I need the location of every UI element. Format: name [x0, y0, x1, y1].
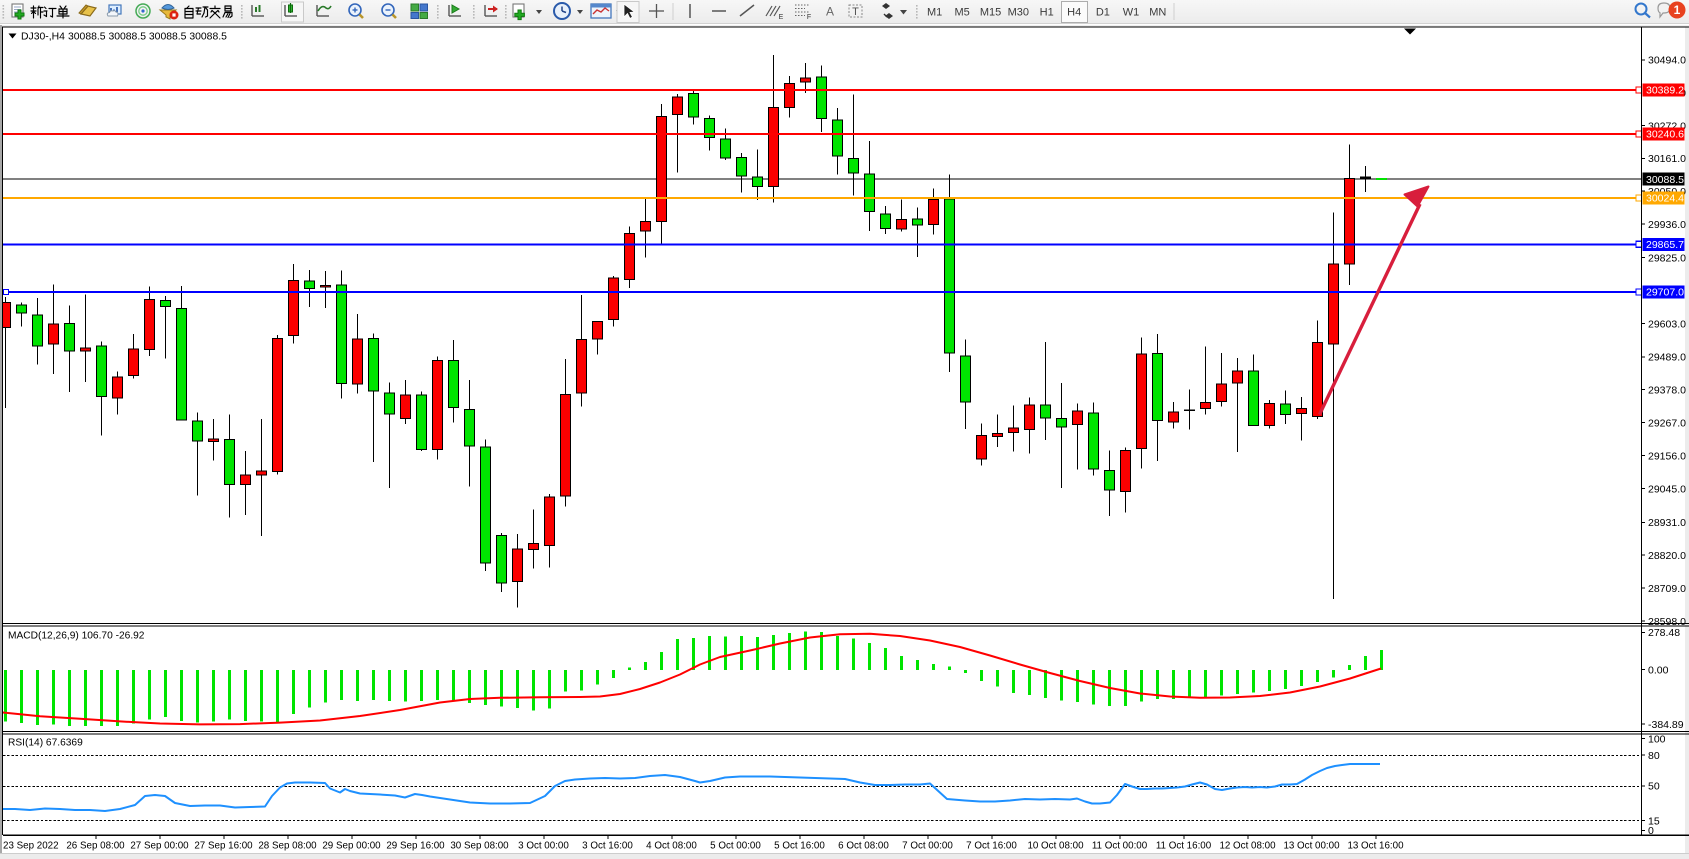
svg-text:7 Oct 16:00: 7 Oct 16:00: [966, 840, 1017, 851]
svg-text:-384.89: -384.89: [1648, 719, 1684, 731]
svg-text:M5: M5: [954, 6, 969, 18]
svg-text:50: 50: [1648, 781, 1660, 793]
svg-text:5 Oct 16:00: 5 Oct 16:00: [774, 840, 825, 851]
svg-text:0.00: 0.00: [1648, 664, 1669, 676]
svg-text:10 Oct 08:00: 10 Oct 08:00: [1027, 840, 1084, 851]
svg-text:F: F: [807, 14, 811, 21]
svg-text:W1: W1: [1123, 6, 1140, 18]
svg-text:27 Sep 16:00: 27 Sep 16:00: [194, 840, 253, 851]
svg-text:29156.0: 29156.0: [1648, 450, 1686, 462]
svg-text:30389.2: 30389.2: [1646, 85, 1684, 97]
svg-text:M1: M1: [927, 6, 942, 18]
svg-text:28598.0: 28598.0: [1648, 616, 1686, 628]
svg-text:30494.0: 30494.0: [1648, 55, 1686, 67]
svg-text:29 Sep 00:00: 29 Sep 00:00: [322, 840, 381, 851]
svg-text:DJ30-,H4: DJ30-,H4: [21, 32, 65, 43]
svg-text:29 Sep 16:00: 29 Sep 16:00: [386, 840, 445, 851]
svg-text:T: T: [852, 6, 859, 18]
svg-text:13 Oct 00:00: 13 Oct 00:00: [1283, 840, 1340, 851]
svg-text:30161.0: 30161.0: [1648, 153, 1686, 165]
svg-text:M30: M30: [1008, 6, 1029, 18]
svg-text:D1: D1: [1096, 6, 1110, 18]
svg-text:RSI(14) 67.6369: RSI(14) 67.6369: [8, 738, 83, 749]
svg-text:30024.4: 30024.4: [1646, 193, 1684, 205]
svg-text:30240.6: 30240.6: [1646, 129, 1684, 141]
svg-text:MACD(12,26,9) 106.70 -26.92: MACD(12,26,9) 106.70 -26.92: [8, 631, 145, 642]
svg-text:5 Oct 00:00: 5 Oct 00:00: [710, 840, 761, 851]
svg-text:H1: H1: [1040, 6, 1054, 18]
svg-text:11 Oct 16:00: 11 Oct 16:00: [1156, 840, 1212, 851]
svg-text:0: 0: [1648, 825, 1654, 837]
svg-text:12 Oct 08:00: 12 Oct 08:00: [1219, 840, 1276, 851]
svg-text:28709.0: 28709.0: [1648, 583, 1686, 595]
svg-text:6 Oct 08:00: 6 Oct 08:00: [838, 840, 889, 851]
svg-text:3 Oct 16:00: 3 Oct 16:00: [582, 840, 633, 851]
svg-text:29378.0: 29378.0: [1648, 385, 1686, 397]
svg-text:23 Sep 2022: 23 Sep 2022: [3, 840, 59, 851]
svg-text:15: 15: [1648, 815, 1660, 827]
svg-text:30088.5: 30088.5: [1646, 174, 1684, 186]
svg-text:28931.0: 28931.0: [1648, 517, 1686, 529]
svg-text:1: 1: [1674, 3, 1681, 17]
svg-text:29603.0: 29603.0: [1648, 318, 1686, 330]
svg-text:11 Oct 00:00: 11 Oct 00:00: [1092, 840, 1148, 851]
svg-text:26 Sep 08:00: 26 Sep 08:00: [66, 840, 125, 851]
svg-text:278.48: 278.48: [1648, 627, 1680, 639]
svg-text:30088.5 30088.5 30088.5 30088.: 30088.5 30088.5 30088.5 30088.5: [68, 32, 227, 43]
svg-text:28820.0: 28820.0: [1648, 550, 1686, 562]
svg-text:30 Sep 08:00: 30 Sep 08:00: [450, 840, 509, 851]
svg-text:29267.0: 29267.0: [1648, 417, 1686, 429]
svg-text:13 Oct 16:00: 13 Oct 16:00: [1347, 840, 1404, 851]
svg-text:29489.0: 29489.0: [1648, 352, 1686, 364]
svg-text:3 Oct 00:00: 3 Oct 00:00: [518, 840, 569, 851]
svg-text:80: 80: [1648, 750, 1660, 762]
svg-text:E: E: [779, 14, 784, 21]
svg-text:H4: H4: [1067, 6, 1081, 18]
svg-text:28 Sep 08:00: 28 Sep 08:00: [258, 840, 317, 851]
svg-text:4 Oct 08:00: 4 Oct 08:00: [646, 840, 697, 851]
svg-text:27 Sep 00:00: 27 Sep 00:00: [130, 840, 189, 851]
svg-text:29936.0: 29936.0: [1648, 219, 1686, 231]
svg-text:M15: M15: [980, 6, 1001, 18]
svg-text:29865.7: 29865.7: [1646, 239, 1684, 251]
svg-text:7 Oct 00:00: 7 Oct 00:00: [902, 840, 953, 851]
svg-text:29045.0: 29045.0: [1648, 483, 1686, 495]
svg-text:29707.0: 29707.0: [1646, 287, 1684, 299]
svg-text:A: A: [826, 5, 834, 19]
svg-text:29825.0: 29825.0: [1648, 252, 1686, 264]
svg-text:100: 100: [1648, 734, 1666, 746]
svg-text:MN: MN: [1149, 6, 1166, 18]
